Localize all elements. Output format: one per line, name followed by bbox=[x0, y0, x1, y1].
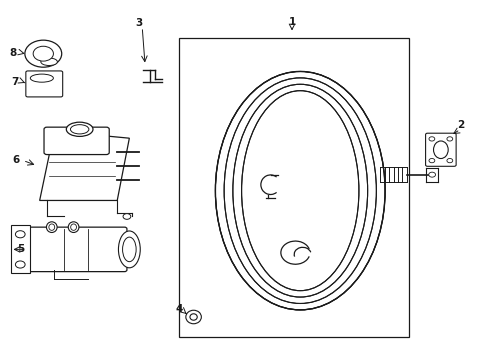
Circle shape bbox=[33, 46, 53, 61]
Bar bbox=[11, 225, 30, 273]
Circle shape bbox=[428, 137, 434, 141]
Text: 4: 4 bbox=[175, 304, 183, 314]
Circle shape bbox=[446, 137, 452, 141]
Ellipse shape bbox=[70, 125, 89, 134]
Circle shape bbox=[25, 40, 61, 67]
Bar bbox=[179, 38, 408, 337]
Circle shape bbox=[428, 158, 434, 163]
Ellipse shape bbox=[71, 224, 76, 230]
FancyBboxPatch shape bbox=[27, 227, 127, 272]
Polygon shape bbox=[40, 131, 129, 201]
Circle shape bbox=[123, 213, 130, 219]
FancyBboxPatch shape bbox=[425, 133, 455, 166]
Ellipse shape bbox=[185, 310, 201, 324]
Ellipse shape bbox=[433, 141, 447, 158]
Ellipse shape bbox=[189, 314, 197, 320]
Ellipse shape bbox=[41, 58, 57, 66]
FancyBboxPatch shape bbox=[44, 127, 109, 154]
Text: 5: 5 bbox=[17, 244, 24, 255]
Circle shape bbox=[446, 158, 452, 163]
Ellipse shape bbox=[122, 237, 136, 262]
Ellipse shape bbox=[46, 222, 57, 233]
Ellipse shape bbox=[215, 72, 385, 310]
Ellipse shape bbox=[68, 222, 79, 233]
Circle shape bbox=[16, 231, 25, 238]
Text: 3: 3 bbox=[135, 18, 142, 28]
Ellipse shape bbox=[66, 122, 93, 136]
Text: 1: 1 bbox=[288, 17, 295, 27]
Circle shape bbox=[16, 261, 25, 268]
FancyBboxPatch shape bbox=[26, 71, 62, 97]
Ellipse shape bbox=[118, 231, 140, 268]
Ellipse shape bbox=[49, 224, 55, 230]
Ellipse shape bbox=[30, 74, 53, 82]
Text: 6: 6 bbox=[12, 156, 19, 166]
Text: 7: 7 bbox=[11, 77, 19, 87]
Text: 2: 2 bbox=[456, 120, 463, 130]
Text: 8: 8 bbox=[9, 48, 16, 58]
Circle shape bbox=[428, 172, 435, 177]
